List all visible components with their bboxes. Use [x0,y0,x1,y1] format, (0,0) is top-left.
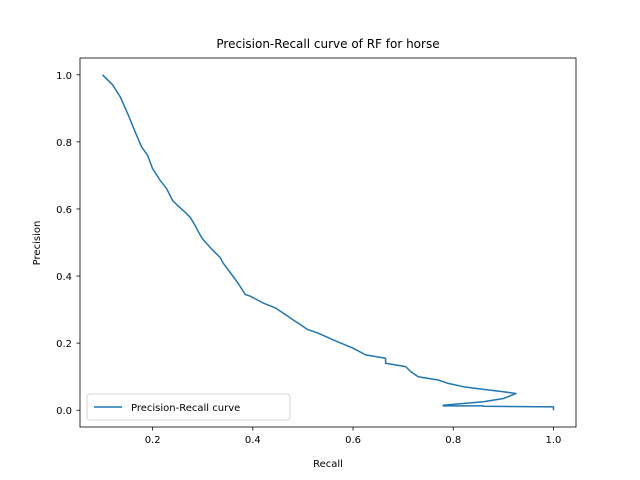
x-axis-label: Recall [313,459,343,470]
legend-box [86,393,291,421]
y-tick-label: 0.6 [56,205,72,216]
y-axis-label: Precision [32,221,43,266]
legend-label: Precision-Recall curve [131,403,240,414]
x-tick-label: 0.4 [245,435,261,446]
x-tick-label: 0.8 [445,435,461,446]
plot-area [79,57,577,428]
x-axis: 0.2 0.4 0.6 0.8 1.0 [145,427,562,446]
chart-title: Precision-Recall curve of RF for horse [216,37,439,51]
legend: Precision-Recall curve [86,393,291,421]
y-tick-label: 0.2 [56,339,72,350]
series-line-0 [101,74,555,411]
y-tick-label: 0.8 [56,138,72,149]
y-axis: 0.0 0.2 0.4 0.6 0.8 1.0 [56,71,80,417]
x-tick-label: 0.6 [345,435,361,446]
y-tick-label: 0.4 [56,272,72,283]
x-tick-label: 1.0 [546,435,562,446]
plot-frame [79,57,577,428]
x-tick-label: 0.2 [145,435,161,446]
y-tick-label: 0.0 [56,406,72,417]
y-tick-label: 1.0 [56,71,72,82]
